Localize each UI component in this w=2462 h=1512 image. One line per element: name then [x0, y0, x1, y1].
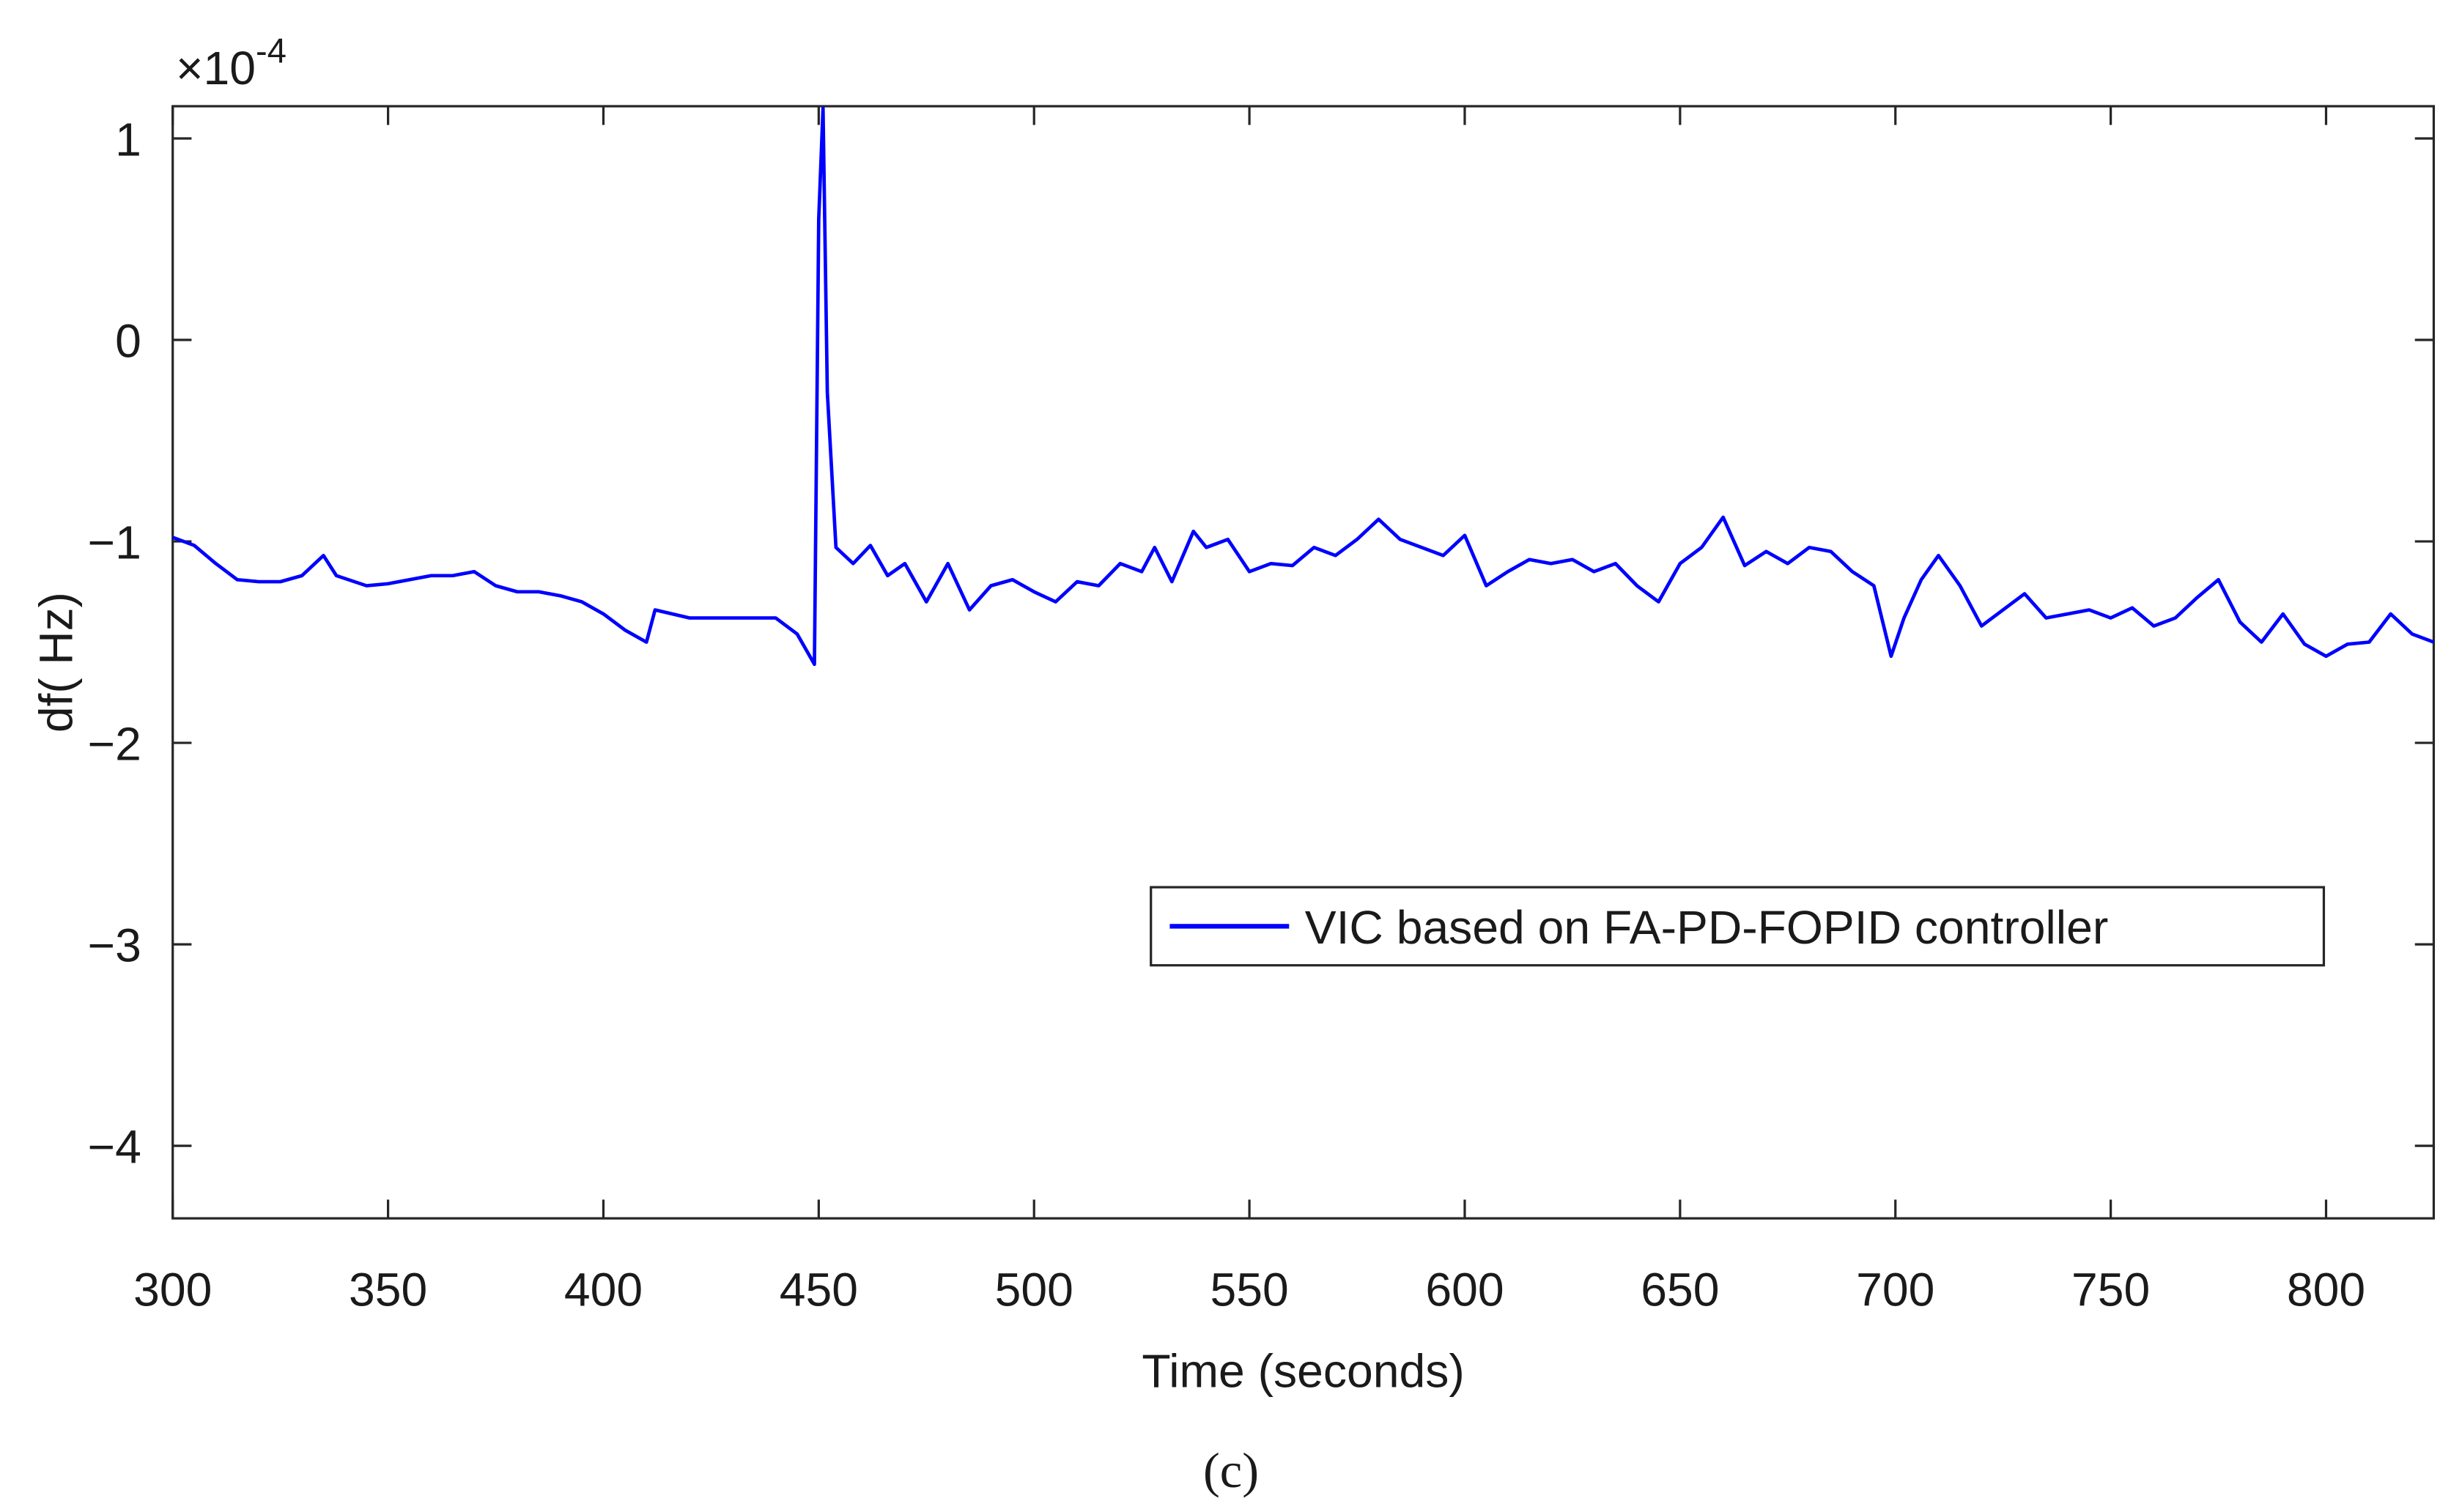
legend-box [1150, 886, 2326, 967]
legend: VIC based on FA-PD-FOPID controller [1150, 886, 2326, 967]
x-tick-label: 500 [995, 1264, 1073, 1316]
caption: (c) [1203, 1442, 1259, 1498]
x-tick-label: 650 [1641, 1264, 1719, 1316]
y-multiplier-base: ×10 [176, 42, 256, 94]
x-tick-label: 350 [349, 1264, 427, 1316]
x-tick-label: 450 [780, 1264, 858, 1316]
y-tick-label: −2 [88, 718, 141, 771]
plot-frame [171, 105, 2436, 1220]
y-multiplier-exponent: -4 [256, 31, 287, 70]
x-tick-label: 550 [1210, 1264, 1288, 1316]
y-tick-label: −1 [88, 516, 141, 569]
x-tick-label: 800 [2287, 1264, 2365, 1316]
y-multiplier: ×10-4 [176, 31, 287, 94]
x-tick-label: 700 [1856, 1264, 1934, 1316]
y-tick-label: 0 [115, 315, 141, 368]
legend-label: VIC based on FA-PD-FOPID controller [1305, 901, 2109, 954]
y-axis-title: df( Hz) [29, 592, 82, 733]
x-tick-label: 400 [564, 1264, 643, 1316]
x-tick-label: 750 [2071, 1264, 2150, 1316]
x-axis-title: Time (seconds) [1142, 1345, 1464, 1398]
y-tick-label: −4 [88, 1121, 141, 1174]
y-tick-label: 1 [115, 114, 141, 166]
x-tick-label: 300 [133, 1264, 212, 1316]
y-tick-label: −3 [88, 919, 141, 972]
x-tick-label: 600 [1425, 1264, 1504, 1316]
data-line [171, 106, 2435, 667]
